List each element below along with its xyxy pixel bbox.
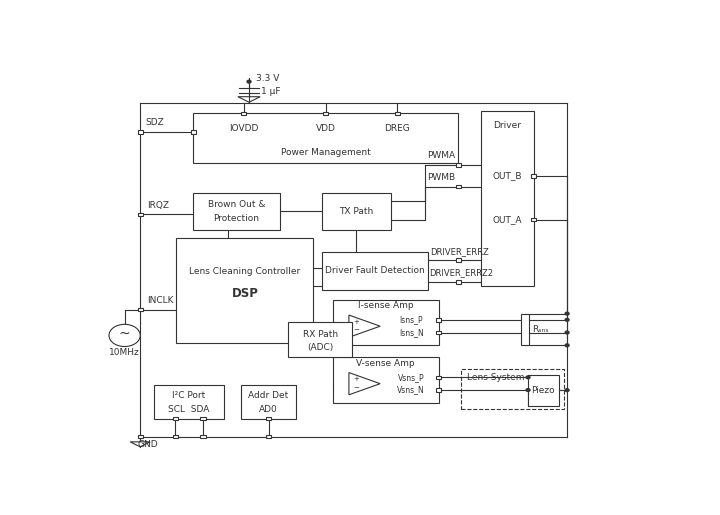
- Bar: [200, 417, 205, 420]
- Text: DRIVER_ERRZ2: DRIVER_ERRZ2: [429, 268, 493, 278]
- Circle shape: [526, 376, 530, 379]
- Circle shape: [565, 389, 569, 391]
- Text: +: +: [353, 376, 359, 383]
- Text: INCLK: INCLK: [147, 296, 174, 305]
- Circle shape: [565, 312, 569, 315]
- Bar: [531, 218, 536, 221]
- Text: RX Path: RX Path: [302, 330, 338, 338]
- Text: Isns_N: Isns_N: [399, 328, 423, 337]
- Bar: [461, 369, 564, 409]
- Text: VDD: VDD: [316, 124, 336, 133]
- Bar: [193, 113, 458, 163]
- Bar: [333, 357, 438, 403]
- Bar: [456, 280, 461, 284]
- Bar: [138, 213, 143, 216]
- Bar: [241, 112, 246, 115]
- Text: SDZ: SDZ: [145, 118, 165, 127]
- Bar: [266, 435, 271, 438]
- Bar: [154, 385, 224, 419]
- Circle shape: [565, 344, 569, 347]
- Text: PWMA: PWMA: [428, 151, 456, 160]
- Text: DRIVER_ERRZ: DRIVER_ERRZ: [431, 247, 489, 256]
- Text: OUT_B: OUT_B: [492, 171, 522, 180]
- Text: DSP: DSP: [231, 287, 258, 300]
- Text: −: −: [353, 385, 359, 391]
- Bar: [193, 193, 280, 230]
- Polygon shape: [238, 97, 260, 102]
- Text: Protection: Protection: [213, 214, 259, 223]
- Circle shape: [565, 318, 569, 321]
- Text: Power Management: Power Management: [281, 147, 371, 157]
- Circle shape: [109, 324, 140, 347]
- Text: Lens System: Lens System: [467, 372, 524, 382]
- Text: Driver: Driver: [493, 121, 521, 130]
- Bar: [288, 321, 352, 357]
- Text: GND: GND: [138, 440, 158, 449]
- Text: Rₛₙₛ: Rₛₙₛ: [533, 325, 549, 334]
- Bar: [322, 252, 428, 290]
- Text: Vsns_N: Vsns_N: [397, 386, 425, 394]
- Text: Isns_P: Isns_P: [400, 315, 423, 324]
- Text: ~: ~: [119, 327, 130, 340]
- Text: IOVDD: IOVDD: [229, 124, 258, 133]
- Circle shape: [565, 331, 569, 334]
- Polygon shape: [349, 372, 380, 395]
- Text: Driver Fault Detection: Driver Fault Detection: [325, 266, 425, 276]
- Bar: [138, 435, 143, 438]
- Text: 3.3 V: 3.3 V: [256, 74, 279, 83]
- Bar: [436, 375, 441, 379]
- Bar: [395, 112, 400, 115]
- Text: TX Path: TX Path: [339, 207, 374, 216]
- Bar: [191, 130, 196, 134]
- Bar: [481, 111, 534, 286]
- Bar: [531, 174, 536, 178]
- Bar: [333, 300, 438, 346]
- Text: IRQZ: IRQZ: [147, 201, 169, 210]
- Bar: [322, 193, 392, 230]
- Bar: [436, 318, 441, 322]
- Text: DREG: DREG: [384, 124, 410, 133]
- Text: OUT_A: OUT_A: [492, 215, 522, 224]
- Text: V-sense Amp: V-sense Amp: [356, 358, 415, 368]
- Bar: [456, 163, 461, 167]
- Polygon shape: [349, 315, 380, 337]
- Bar: [240, 385, 297, 419]
- Bar: [456, 259, 461, 262]
- Text: Addr Det: Addr Det: [248, 391, 289, 400]
- Bar: [521, 314, 529, 346]
- Bar: [323, 112, 328, 115]
- Text: 1 μF: 1 μF: [261, 87, 281, 96]
- Text: PWMB: PWMB: [428, 173, 456, 182]
- Text: −: −: [353, 328, 359, 333]
- Bar: [173, 435, 178, 438]
- Text: I²C Port: I²C Port: [172, 391, 206, 400]
- Text: Piezo: Piezo: [531, 386, 555, 394]
- Bar: [173, 417, 178, 420]
- Bar: [528, 375, 559, 406]
- Text: (ADC): (ADC): [307, 343, 333, 352]
- Bar: [266, 417, 271, 420]
- Text: Brown Out &: Brown Out &: [208, 200, 265, 209]
- Polygon shape: [130, 442, 150, 447]
- Bar: [436, 388, 441, 392]
- Bar: [436, 331, 441, 334]
- Text: SCL  SDA: SCL SDA: [168, 405, 210, 414]
- Text: 10MHz: 10MHz: [109, 348, 140, 356]
- Bar: [176, 238, 313, 344]
- Bar: [456, 185, 461, 188]
- Text: AD0: AD0: [259, 405, 278, 414]
- Text: I-sense Amp: I-sense Amp: [358, 301, 413, 310]
- Bar: [200, 435, 205, 438]
- Text: Lens Cleaning Controller: Lens Cleaning Controller: [189, 267, 300, 277]
- Text: +: +: [353, 319, 359, 325]
- Bar: [138, 308, 143, 312]
- Circle shape: [247, 80, 251, 83]
- Bar: [138, 130, 143, 134]
- Text: Vsns_P: Vsns_P: [398, 373, 425, 382]
- Circle shape: [526, 389, 530, 391]
